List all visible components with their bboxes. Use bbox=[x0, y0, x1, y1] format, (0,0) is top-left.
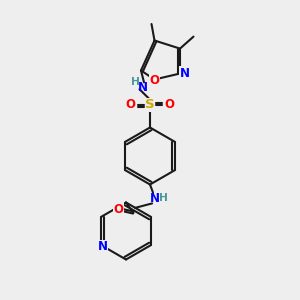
Text: N: N bbox=[179, 67, 190, 80]
Text: H: H bbox=[130, 77, 140, 87]
Text: N: N bbox=[98, 240, 108, 253]
Text: S: S bbox=[145, 98, 155, 112]
Text: O: O bbox=[125, 98, 136, 112]
Text: H: H bbox=[159, 193, 168, 203]
Text: O: O bbox=[149, 74, 160, 88]
Text: O: O bbox=[113, 202, 124, 216]
Text: N: N bbox=[138, 81, 148, 94]
Text: O: O bbox=[164, 98, 175, 112]
Text: N: N bbox=[149, 191, 160, 205]
